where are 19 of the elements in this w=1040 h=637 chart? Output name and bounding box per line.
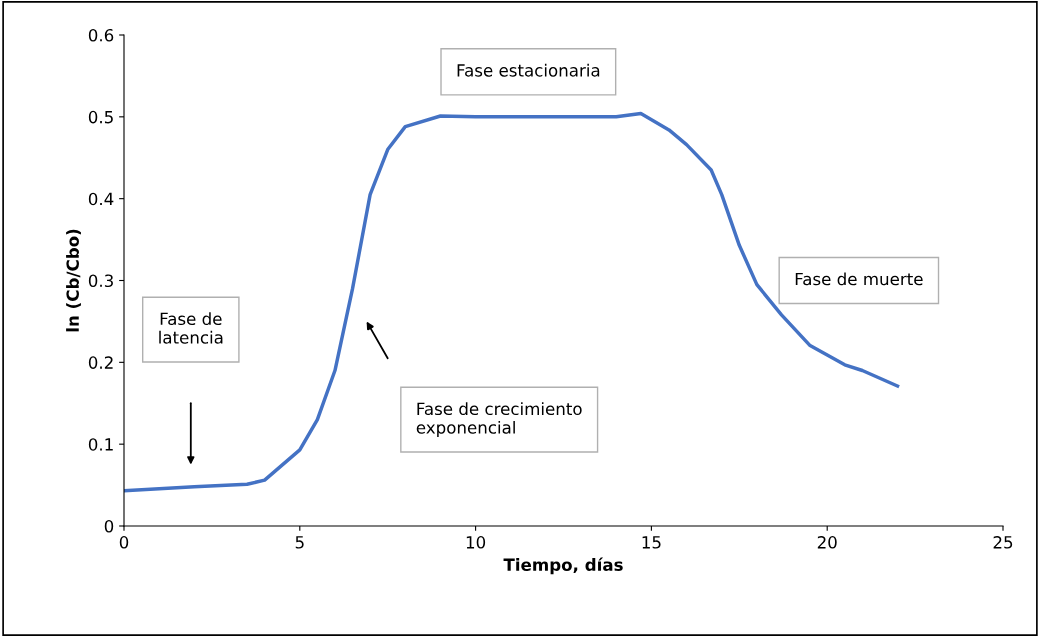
x-tick-label: 5 xyxy=(295,536,304,549)
x-tick-label: 25 xyxy=(993,536,1013,549)
annotation: Fase de crecimiento exponencial xyxy=(416,402,582,438)
x-tick-label: 20 xyxy=(817,536,837,549)
x-tick-label: 0 xyxy=(119,536,129,549)
y-tick-label: 0.2 xyxy=(88,356,113,369)
y-tick-label: 0.1 xyxy=(88,438,113,451)
annotation: Fase de muerte xyxy=(795,272,923,286)
y-tick-label: 0 xyxy=(104,519,114,533)
y-tick-label: 0.5 xyxy=(88,110,113,124)
x-axis-title: Tiempo, días xyxy=(503,557,623,575)
y-axis-title: ln (Cb/Cbo) xyxy=(66,229,81,332)
x-tick-label: 10 xyxy=(466,536,486,549)
annotation: Fase de latencia xyxy=(159,312,223,344)
x-tick-label: 15 xyxy=(642,536,661,549)
annotation: Fase estacionaria xyxy=(457,63,600,77)
y-tick-label: 0.6 xyxy=(88,28,114,42)
y-tick-label: 0.3 xyxy=(88,274,113,288)
y-tick-label: 0.4 xyxy=(88,192,114,206)
